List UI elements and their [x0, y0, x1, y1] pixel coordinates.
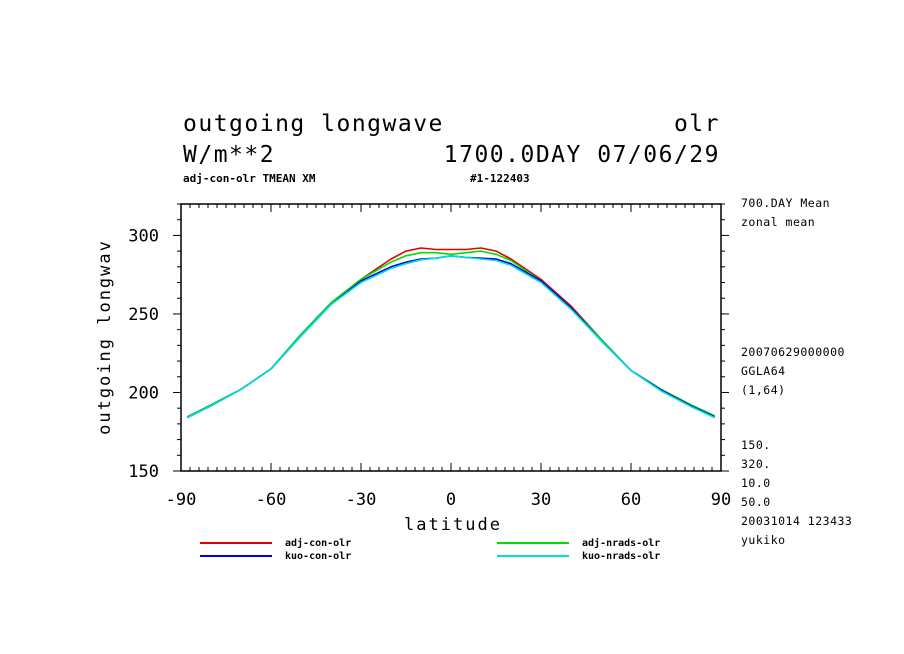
side-info-line: 700.DAY Mean	[741, 196, 830, 210]
side-info-line: 150.	[741, 438, 771, 452]
axis-ticks	[173, 203, 729, 472]
y-tick-label: 200	[128, 383, 159, 403]
subtitle-center: #1-122403	[470, 172, 530, 185]
subtitle-left: adj-con-olr TMEAN XM	[183, 172, 316, 185]
side-info-line: GGLA64	[741, 364, 786, 378]
legend-label-kuo-con-olr: kuo-con-olr	[285, 551, 351, 562]
side-info-line: 20031014 123433	[741, 514, 852, 528]
x-tick-label: -90	[166, 490, 197, 510]
series-line-kuo-nrads-olr	[186, 255, 716, 419]
x-tick-label: 0	[446, 490, 456, 510]
series-lines	[186, 247, 716, 419]
side-info-line: zonal mean	[741, 215, 815, 229]
side-info-line: (1,64)	[741, 383, 786, 397]
plot-frame	[180, 203, 722, 472]
y-tick-label: 250	[128, 305, 159, 325]
x-tick-label: 60	[621, 490, 641, 510]
legend: adj-con-olr adj-nrads-olr kuo-con-olr kuo-n…	[200, 537, 660, 562]
legend-label-adj-nrads-olr: adj-nrads-olr	[582, 537, 660, 549]
series-line-adj-nrads-olr	[186, 250, 716, 418]
time-label: 1700.0DAY 07/06/29	[444, 142, 720, 168]
series-line-adj-con-olr	[186, 247, 716, 418]
chart-title: outgoing longwave	[183, 111, 444, 137]
y-axis-title: outgoing longwav	[95, 239, 115, 435]
side-info-line: 10.0	[741, 476, 771, 490]
y-tick-label: 150	[128, 462, 159, 482]
units-label: W/m**2	[183, 142, 275, 168]
side-info-line: 20070629000000	[741, 345, 845, 359]
legend-label-adj-con-olr: adj-con-olr	[285, 537, 351, 549]
x-tick-label: 90	[711, 490, 731, 510]
side-info-panel: 700.DAY Mean zonal mean 20070629000000 GGLA…	[741, 196, 852, 547]
x-axis-title: latitude	[404, 515, 502, 535]
side-info-line: 320.	[741, 457, 771, 471]
x-tick-label: 30	[531, 490, 551, 510]
x-tick-label: -30	[346, 490, 377, 510]
series-line-kuo-con-olr	[186, 255, 716, 419]
side-info-line: yukiko	[741, 533, 786, 547]
y-tick-label: 300	[128, 226, 159, 246]
side-info-line: 50.0	[741, 495, 771, 509]
legend-label-kuo-nrads-olr: kuo-nrads-olr	[582, 551, 660, 562]
x-tick-label: -60	[256, 490, 287, 510]
tick-labels: -90 -60 -30 0 30 60 90 150 200 250 300	[128, 226, 731, 510]
variable-name: olr	[674, 111, 720, 137]
